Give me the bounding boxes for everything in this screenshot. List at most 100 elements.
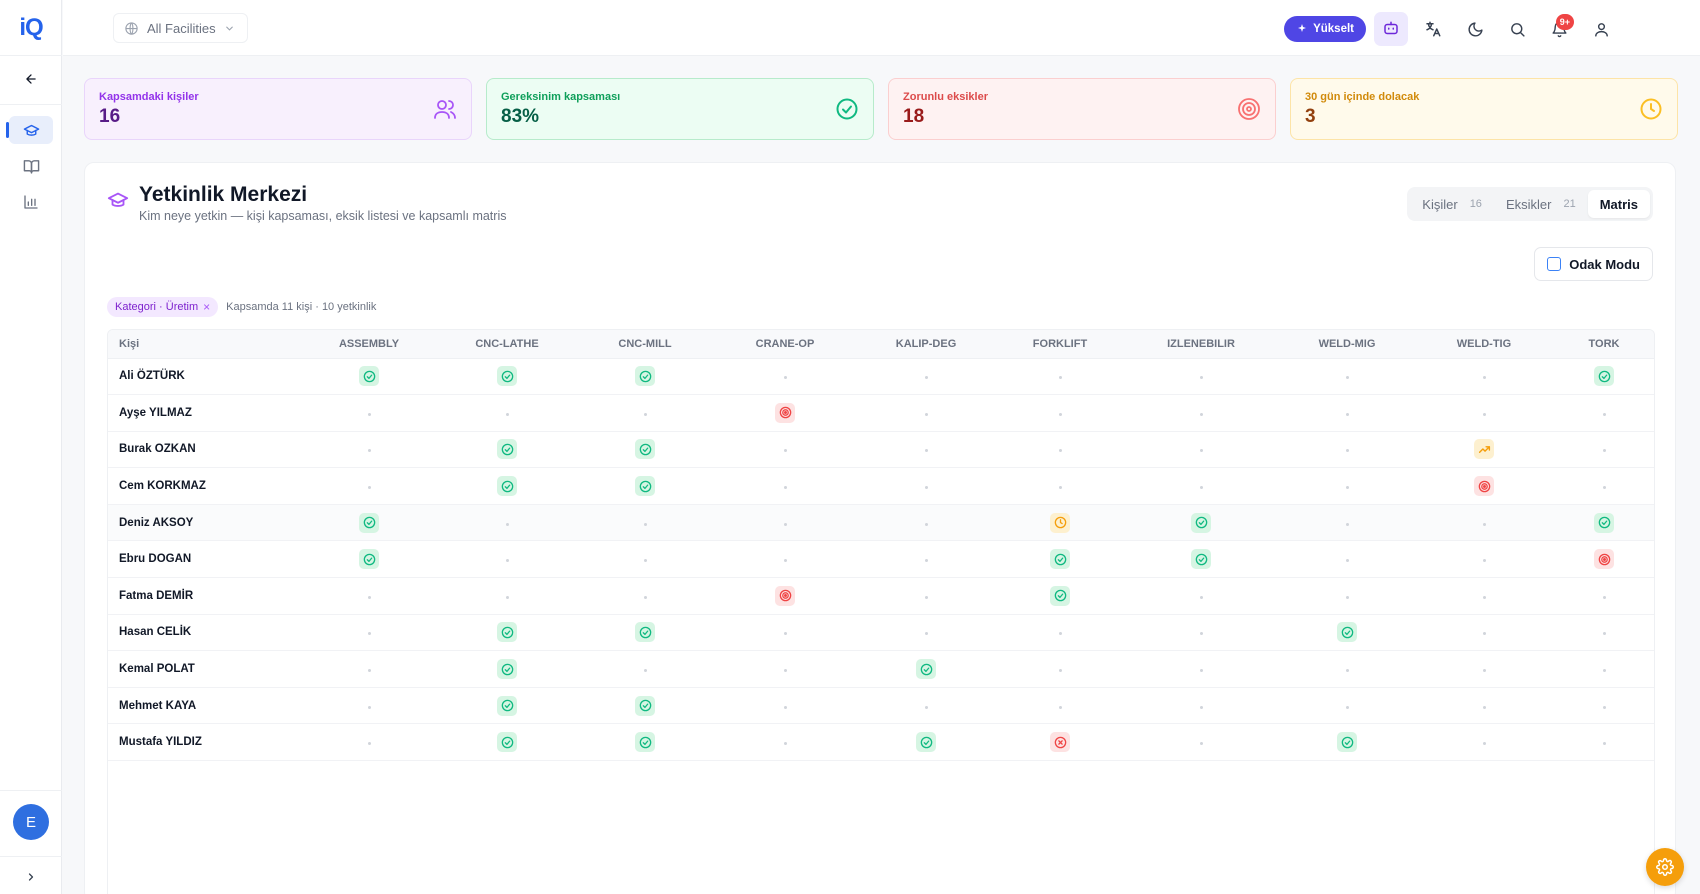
matrix-cell[interactable] (856, 650, 996, 688)
matrix-cell[interactable] (1124, 394, 1278, 432)
focus-mode-checkbox[interactable] (1547, 257, 1562, 271)
matrix-cell[interactable] (714, 467, 856, 505)
matrix-cell[interactable] (576, 540, 714, 579)
matrix-cell[interactable] (1552, 687, 1654, 725)
matrix-cell[interactable] (1278, 540, 1416, 579)
matrix-cell[interactable] (996, 540, 1124, 579)
matrix-cell[interactable] (996, 577, 1124, 615)
matrix-cell[interactable] (996, 467, 1124, 505)
tab-gaps[interactable]: Eksikler 21 (1494, 190, 1588, 218)
matrix-cell[interactable] (300, 504, 438, 542)
matrix-cell[interactable] (1416, 394, 1552, 432)
stat-card-gaps[interactable]: Zorunlu eksikler 18 (888, 78, 1276, 140)
matrix-cell[interactable] (1124, 467, 1278, 505)
person-name[interactable]: Kemal POLAT (108, 650, 300, 688)
matrix-cell[interactable] (1278, 723, 1416, 762)
matrix-cell[interactable] (1278, 431, 1416, 469)
tab-people[interactable]: Kişiler 16 (1410, 190, 1494, 218)
sidebar-item-library[interactable] (9, 152, 53, 180)
matrix-cell[interactable] (714, 723, 856, 762)
matrix-cell[interactable] (438, 394, 576, 432)
stat-card-coverage[interactable]: Gereksinim kapsaması 83% (486, 78, 874, 140)
avatar[interactable]: E (13, 804, 49, 840)
matrix-cell[interactable] (438, 577, 576, 615)
notifications-button[interactable]: 9+ (1542, 12, 1576, 46)
matrix-cell[interactable] (300, 614, 438, 652)
matrix-cell[interactable] (438, 687, 576, 725)
app-logo[interactable]: iQ (0, 0, 62, 56)
matrix-cell[interactable] (1416, 577, 1552, 615)
matrix-cell[interactable] (996, 650, 1124, 688)
profile-button[interactable] (1584, 12, 1618, 46)
matrix-cell[interactable] (856, 467, 996, 505)
matrix-cell[interactable] (1416, 467, 1552, 505)
table-row[interactable]: Ali ÖZTÜRK (108, 358, 1654, 396)
matrix-cell[interactable] (438, 431, 576, 469)
matrix-cell[interactable] (1552, 504, 1654, 542)
matrix-cell[interactable] (714, 577, 856, 615)
stat-card-expiring[interactable]: 30 gün içinde dolacak 3 (1290, 78, 1678, 140)
matrix-cell[interactable] (856, 394, 996, 432)
back-button[interactable] (14, 66, 48, 92)
language-button[interactable] (1416, 12, 1450, 46)
person-name[interactable]: Hasan CELİK (108, 614, 300, 652)
column-header[interactable]: TORK (1552, 330, 1654, 359)
matrix-cell[interactable] (576, 577, 714, 615)
column-header[interactable]: CNC-MILL (576, 330, 714, 359)
matrix-cell[interactable] (576, 650, 714, 688)
matrix-cell[interactable] (856, 614, 996, 652)
matrix-cell[interactable] (576, 358, 714, 396)
matrix-cell[interactable] (1416, 540, 1552, 579)
filter-chip[interactable]: Kategori · Üretim × (107, 297, 219, 317)
matrix-cell[interactable] (1552, 431, 1654, 469)
table-row[interactable]: Hasan CELİK (108, 614, 1654, 652)
matrix-cell[interactable] (300, 358, 438, 396)
matrix-cell[interactable] (1278, 358, 1416, 396)
matrix-cell[interactable] (1552, 723, 1654, 762)
matrix-cell[interactable] (576, 431, 714, 469)
matrix-cell[interactable] (1124, 431, 1278, 469)
matrix-cell[interactable] (576, 687, 714, 725)
matrix-cell[interactable] (1416, 431, 1552, 469)
matrix-cell[interactable] (576, 614, 714, 652)
table-row[interactable]: Fatma DEMİR (108, 577, 1654, 615)
person-name[interactable]: Ayşe YILMAZ (108, 394, 300, 432)
matrix-cell[interactable] (438, 358, 576, 396)
column-header[interactable]: KALIP-DEG (856, 330, 996, 359)
matrix-cell[interactable] (996, 687, 1124, 725)
person-name[interactable]: Mustafa YILDIZ (108, 723, 300, 762)
upgrade-button[interactable]: Yükselt (1284, 16, 1366, 42)
matrix-cell[interactable] (1552, 358, 1654, 396)
table-row[interactable]: Kemal POLAT (108, 650, 1654, 688)
matrix-cell[interactable] (1278, 394, 1416, 432)
matrix-cell[interactable] (856, 577, 996, 615)
matrix-cell[interactable] (996, 504, 1124, 542)
matrix-cell[interactable] (1416, 723, 1552, 762)
matrix-cell[interactable] (856, 358, 996, 396)
matrix-cell[interactable] (300, 467, 438, 505)
matrix-cell[interactable] (300, 723, 438, 762)
matrix-cell[interactable] (300, 394, 438, 432)
sidebar-item-reports[interactable] (9, 188, 53, 216)
table-row[interactable]: Mustafa YILDIZ (108, 723, 1654, 762)
column-header[interactable]: FORKLIFT (996, 330, 1124, 359)
matrix-cell[interactable] (856, 723, 996, 762)
tab-matrix[interactable]: Matris (1587, 190, 1650, 218)
matrix-cell[interactable] (1124, 650, 1278, 688)
matrix-cell[interactable] (438, 467, 576, 505)
matrix-cell[interactable] (1278, 577, 1416, 615)
matrix-cell[interactable] (714, 540, 856, 579)
matrix-cell[interactable] (1416, 687, 1552, 725)
facility-selector[interactable]: All Facilities (113, 13, 248, 43)
matrix-cell[interactable] (714, 431, 856, 469)
matrix-cell[interactable] (1278, 614, 1416, 652)
column-header-person[interactable]: Kişi (108, 330, 300, 359)
matrix-cell[interactable] (856, 431, 996, 469)
matrix-cell[interactable] (1552, 467, 1654, 505)
matrix-cell[interactable] (996, 614, 1124, 652)
matrix-cell[interactable] (300, 687, 438, 725)
matrix-cell[interactable] (714, 394, 856, 432)
matrix-cell[interactable] (996, 723, 1124, 762)
matrix-cell[interactable] (1124, 687, 1278, 725)
matrix-cell[interactable] (438, 540, 576, 579)
